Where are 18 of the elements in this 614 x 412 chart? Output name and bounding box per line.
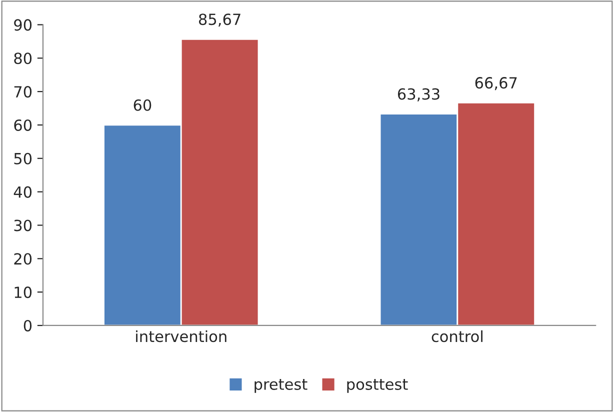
y-tick-label: 90: [14, 19, 32, 31]
x-tick-label: intervention: [136, 330, 226, 342]
y-tick-label: 80: [14, 52, 32, 64]
data-label: 63,33: [398, 88, 440, 102]
x-tick-label: control: [432, 330, 482, 342]
y-tick-label: 0: [24, 320, 32, 332]
y-tick-label: 50: [14, 152, 32, 164]
data-label: 60: [134, 99, 152, 111]
legend-label: pretest: [254, 379, 308, 393]
y-tick-label: 40: [14, 186, 32, 198]
y-tick-label: 60: [14, 119, 32, 131]
y-tick-label: 30: [14, 220, 32, 232]
y-tick-label: 20: [14, 253, 32, 265]
data-label: 85,67: [198, 14, 240, 27]
data-label: 66,67: [475, 77, 517, 90]
y-tick-label: 70: [14, 86, 32, 98]
y-tick-label: 10: [14, 286, 32, 298]
legend-label: posttest: [347, 379, 408, 393]
